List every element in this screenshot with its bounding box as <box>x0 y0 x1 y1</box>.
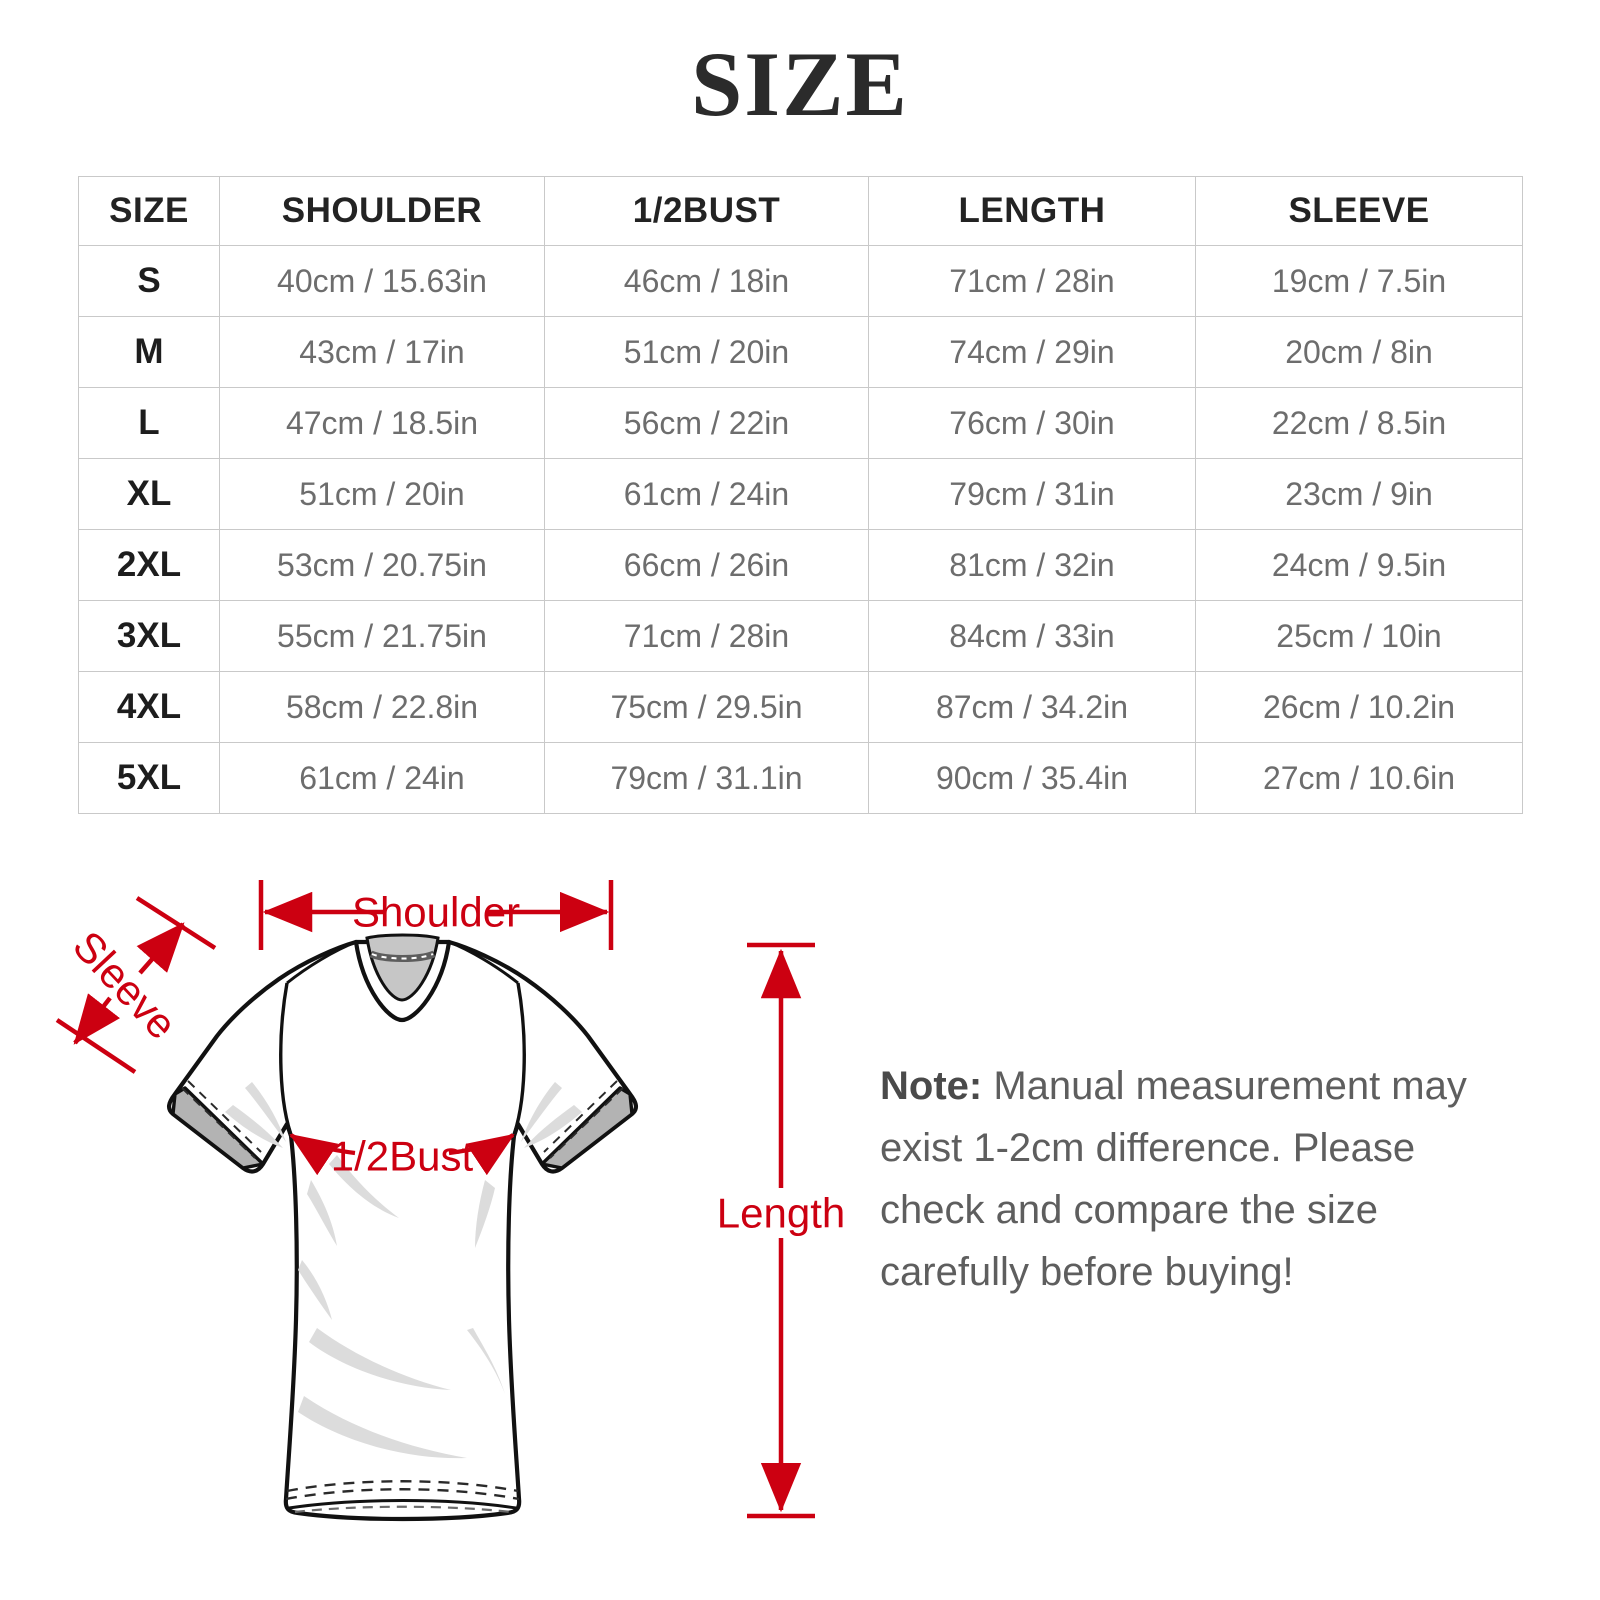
sleeve-tick-lower <box>55 1018 137 1074</box>
cell-length: 74cm / 29in <box>868 316 1196 388</box>
cell-size: 5XL <box>78 742 220 814</box>
page-title: SIZE <box>691 33 909 135</box>
cell-bust: 61cm / 24in <box>544 458 869 530</box>
cell-bust: 56cm / 22in <box>544 387 869 459</box>
cell-sleeve: 22cm / 8.5in <box>1195 387 1523 459</box>
length-label: Length <box>717 1190 845 1237</box>
note-label: Note: <box>880 1064 983 1108</box>
cell-length: 84cm / 33in <box>868 600 1196 672</box>
cell-size: L <box>78 387 220 459</box>
cell-bust: 79cm / 31.1in <box>544 742 869 814</box>
shoulder-seam-left <box>286 940 357 985</box>
hem-edge-inner <box>288 1499 517 1510</box>
cell-bust: 75cm / 29.5in <box>544 671 869 743</box>
length-measure-group: Length <box>717 942 845 1519</box>
hem-bottom-stitch <box>294 1505 512 1514</box>
cell-size: 2XL <box>78 529 220 601</box>
cell-bust: 66cm / 26in <box>544 529 869 601</box>
size-chart-table: SIZE SHOULDER 1/2BUST LENGTH SLEEVE S 40… <box>78 176 1523 814</box>
half-bust-measure-group: 1/2Bust <box>289 1133 515 1180</box>
tshirt-graphic <box>167 933 638 1522</box>
half-bust-arrow-right <box>448 1133 515 1176</box>
half-bust-label: 1/2Bust <box>331 1133 474 1180</box>
cell-bust: 46cm / 18in <box>544 245 869 317</box>
cell-sleeve: 24cm / 9.5in <box>1195 529 1523 601</box>
cell-size: 3XL <box>78 600 220 672</box>
cell-size: S <box>78 245 220 317</box>
table-row: L 47cm / 18.5in 56cm / 22in 76cm / 30in … <box>78 387 1523 459</box>
cell-sleeve: 27cm / 10.6in <box>1195 742 1523 814</box>
cell-shoulder: 53cm / 20.75in <box>219 529 545 601</box>
cell-shoulder: 58cm / 22.8in <box>219 671 545 743</box>
cuff-left-stitch-b <box>181 1087 256 1159</box>
cell-length: 71cm / 28in <box>868 245 1196 317</box>
armhole-seam-left <box>279 982 295 1141</box>
sleeve-tick-upper <box>135 896 217 950</box>
cell-size: XL <box>78 458 220 530</box>
column-header-bust: 1/2BUST <box>544 176 869 246</box>
table-row: 5XL 61cm / 24in 79cm / 31.1in 90cm / 35.… <box>78 742 1523 814</box>
column-header-size: SIZE <box>78 176 220 246</box>
sleeve-arrow-down <box>73 993 120 1045</box>
tshirt-outline <box>167 939 638 1522</box>
cell-length: 87cm / 34.2in <box>868 671 1196 743</box>
measurement-diagram: Shoulder Sleeve 1/2Bust Length <box>0 840 1600 1600</box>
cell-bust: 71cm / 28in <box>544 600 869 672</box>
table-row: 3XL 55cm / 21.75in 71cm / 28in 84cm / 33… <box>78 600 1523 672</box>
cell-size: 4XL <box>78 671 220 743</box>
table-row: S 40cm / 15.63in 46cm / 18in 71cm / 28in… <box>78 245 1523 317</box>
note-block: Note: Manual measurement may exist 1-2cm… <box>880 1055 1520 1303</box>
cell-shoulder: 61cm / 24in <box>219 742 545 814</box>
cell-shoulder: 47cm / 18.5in <box>219 387 545 459</box>
cell-sleeve: 25cm / 10in <box>1195 600 1523 672</box>
table-row: XL 51cm / 20in 61cm / 24in 79cm / 31in 2… <box>78 458 1523 530</box>
shoulder-measure-group: Shoulder <box>258 880 614 950</box>
neck-interior <box>365 933 440 1002</box>
table-header-row: SIZE SHOULDER 1/2BUST LENGTH SLEEVE <box>78 176 1523 246</box>
cell-length: 79cm / 31in <box>868 458 1196 530</box>
cuff-right-stitch-a <box>543 1080 618 1153</box>
size-table-container: SIZE SHOULDER 1/2BUST LENGTH SLEEVE S 40… <box>78 176 1523 814</box>
cell-sleeve: 20cm / 8in <box>1195 316 1523 388</box>
tshirt-measurement-illustration: Shoulder Sleeve 1/2Bust Length <box>55 880 845 1522</box>
cell-length: 81cm / 32in <box>868 529 1196 601</box>
sleeve-arrow-up <box>136 922 185 975</box>
column-header-sleeve: SLEEVE <box>1195 176 1523 246</box>
cell-shoulder: 55cm / 21.75in <box>219 600 545 672</box>
shoulder-seam-right <box>448 940 519 985</box>
column-header-length: LENGTH <box>868 176 1196 246</box>
hem-fold <box>285 1488 520 1501</box>
armhole-seam-right <box>510 982 526 1141</box>
table-row: M 43cm / 17in 51cm / 20in 74cm / 29in 20… <box>78 316 1523 388</box>
cell-sleeve: 23cm / 9in <box>1195 458 1523 530</box>
shoulder-label: Shoulder <box>352 889 520 936</box>
column-header-shoulder: SHOULDER <box>219 176 545 246</box>
cuff-left-stitch-a <box>187 1080 262 1153</box>
neck-tape-stitch <box>371 953 434 960</box>
cell-sleeve: 19cm / 7.5in <box>1195 245 1523 317</box>
cell-shoulder: 43cm / 17in <box>219 316 545 388</box>
collar-outer <box>353 939 452 1023</box>
cell-length: 90cm / 35.4in <box>868 742 1196 814</box>
table-row: 2XL 53cm / 20.75in 66cm / 26in 81cm / 32… <box>78 529 1523 601</box>
cell-length: 76cm / 30in <box>868 387 1196 459</box>
table-row: 4XL 58cm / 22.8in 75cm / 29.5in 87cm / 3… <box>78 671 1523 743</box>
note-text: Manual measurement may exist 1-2cm diffe… <box>880 1064 1467 1294</box>
sleeve-measure-group: Sleeve <box>55 896 217 1074</box>
half-bust-arrow-left <box>289 1133 356 1176</box>
cell-shoulder: 51cm / 20in <box>219 458 545 530</box>
cell-size: M <box>78 316 220 388</box>
cell-shoulder: 40cm / 15.63in <box>219 245 545 317</box>
cuff-right-stitch-b <box>549 1087 624 1159</box>
hem-stitch <box>286 1480 519 1493</box>
cell-bust: 51cm / 20in <box>544 316 869 388</box>
cell-sleeve: 26cm / 10.2in <box>1195 671 1523 743</box>
fabric-shading <box>225 1082 582 1459</box>
